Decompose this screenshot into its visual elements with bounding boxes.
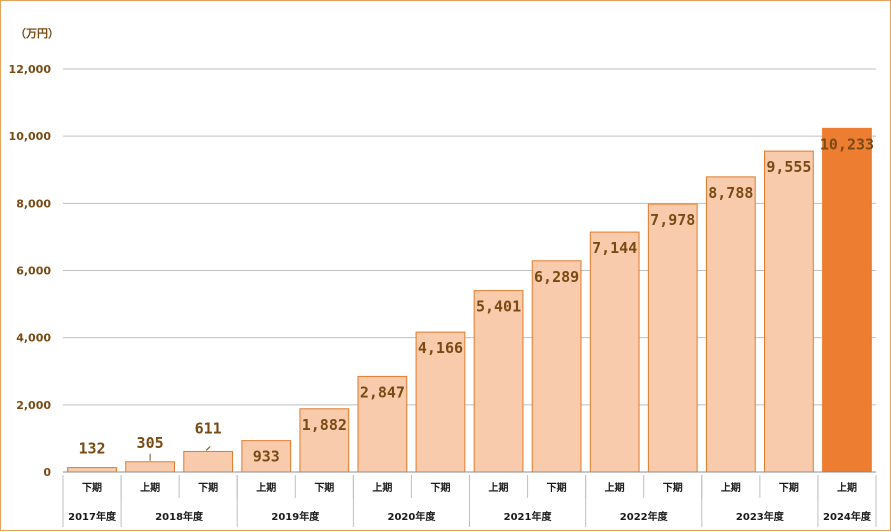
- period-label: 上期: [140, 481, 160, 494]
- y-tick-label: 6,000: [16, 265, 51, 278]
- year-label: 2018年度: [155, 510, 204, 523]
- data-label: 5,401: [476, 298, 521, 316]
- data-label: 6,289: [534, 268, 579, 286]
- year-label: 2017年度: [68, 510, 117, 523]
- period-label: 下期: [663, 481, 683, 494]
- y-tick-label: 4,000: [16, 332, 51, 345]
- data-label: 611: [195, 419, 222, 437]
- bar: [531, 260, 582, 473]
- bar: [647, 203, 698, 473]
- y-tick-label: 8,000: [16, 197, 51, 210]
- y-tick-label: 0: [43, 466, 51, 479]
- data-label: 4,166: [418, 339, 463, 357]
- period-label: 下期: [198, 481, 218, 494]
- data-label: 1,882: [302, 416, 347, 434]
- period-label: 下期: [547, 481, 567, 494]
- period-label: 下期: [82, 481, 102, 494]
- year-label: 2021年度: [504, 510, 553, 523]
- bar: [299, 408, 350, 473]
- period-label: 上期: [372, 481, 392, 494]
- y-axis-unit-label: （万円）: [15, 27, 59, 40]
- y-tick-label: 10,000: [9, 130, 52, 143]
- y-tick-label: 12,000: [9, 63, 52, 76]
- data-label: 132: [78, 440, 105, 458]
- bar: [183, 450, 234, 473]
- data-label: 7,978: [650, 211, 695, 229]
- year-label: 2024年度: [823, 510, 872, 523]
- bar: [415, 331, 466, 473]
- period-label: 下期: [430, 481, 450, 494]
- bar: [473, 290, 524, 473]
- bar: [764, 150, 814, 473]
- year-label: 2023年度: [736, 510, 785, 523]
- year-label: 2020年度: [388, 510, 437, 523]
- period-label: 上期: [605, 481, 625, 494]
- bar: [125, 461, 175, 473]
- bar: [705, 176, 756, 473]
- data-label: 7,144: [592, 239, 637, 257]
- data-label: 10,233: [820, 135, 874, 153]
- period-label: 上期: [489, 481, 509, 494]
- period-label: 上期: [721, 481, 741, 494]
- data-label: 2,847: [360, 383, 405, 401]
- bar: [357, 375, 408, 473]
- data-label-leader: [205, 446, 211, 451]
- period-label: 下期: [779, 481, 799, 494]
- period-label: 上期: [256, 481, 276, 494]
- data-label: 9,555: [766, 158, 811, 176]
- bar: [67, 467, 117, 473]
- data-label: 8,788: [708, 184, 753, 202]
- data-label: 933: [253, 448, 280, 466]
- year-label: 2019年度: [271, 510, 320, 523]
- data-label: 305: [137, 434, 164, 452]
- year-label: 2022年度: [620, 510, 669, 523]
- period-label: 下期: [314, 481, 334, 494]
- period-label: 上期: [837, 481, 857, 494]
- bar: [822, 127, 872, 473]
- bar: [589, 231, 640, 473]
- y-tick-label: 2,000: [16, 399, 51, 412]
